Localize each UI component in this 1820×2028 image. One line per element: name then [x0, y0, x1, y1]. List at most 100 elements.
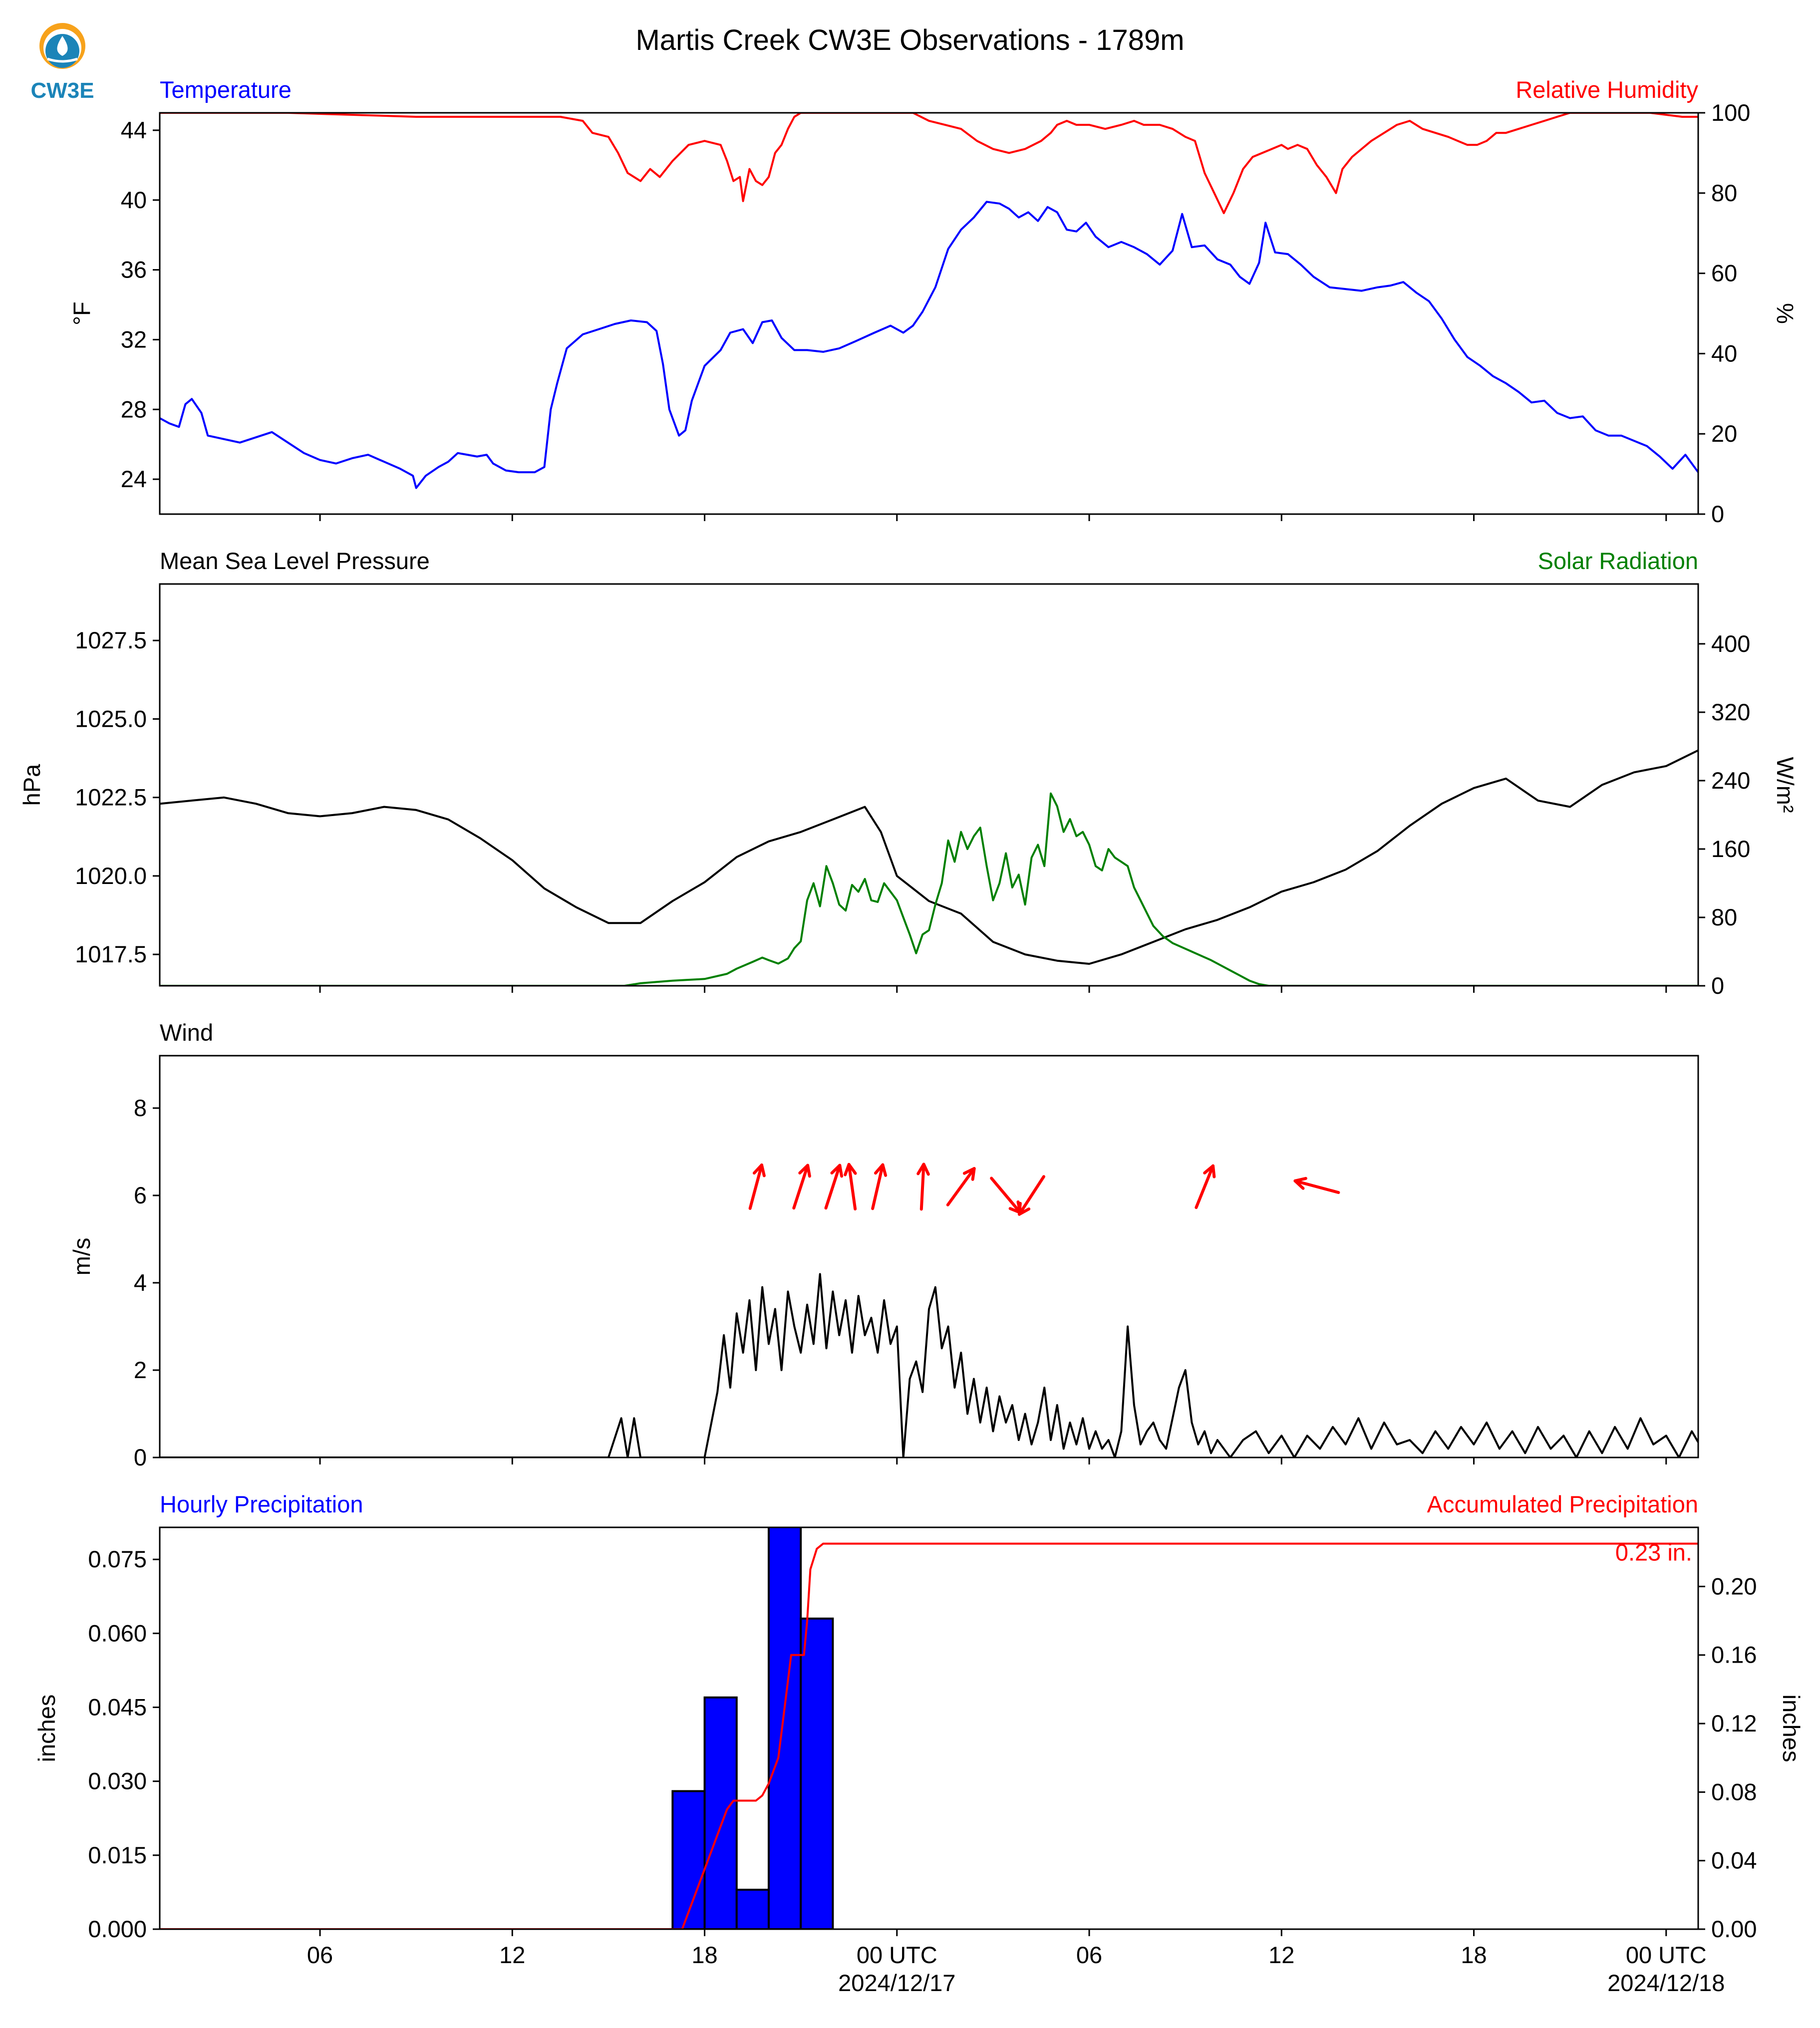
- y2-tick-label: 100: [1711, 99, 1750, 126]
- wind-arrow: [946, 1167, 976, 1206]
- x-tick-label: 06: [307, 1942, 333, 1968]
- y-tick-label: 8: [134, 1095, 147, 1121]
- wind-arrow: [990, 1176, 1022, 1214]
- y-tick-label: 0.045: [88, 1694, 147, 1721]
- y-axis-label: m/s: [68, 1238, 95, 1276]
- panel-2: Mean Sea Level Pressure Solar Radiation 10…: [18, 548, 1799, 999]
- wind-arrow: [748, 1163, 766, 1210]
- logo-drop-icon: [57, 36, 68, 56]
- precip-bar: [800, 1617, 834, 1929]
- wind-arrow: [1293, 1176, 1340, 1194]
- y-tick-label: 0.000: [88, 1916, 147, 1942]
- wind-arrows: [748, 1162, 1340, 1216]
- y-axis-label: inches: [33, 1695, 60, 1762]
- x-tick-label: 06: [1076, 1942, 1102, 1968]
- series-mean-sea-level-pressure: [160, 749, 1698, 965]
- wind-arrow: [844, 1162, 857, 1211]
- y2-tick-label: 0: [1711, 501, 1724, 527]
- panel-left-title: Temperature: [160, 76, 292, 103]
- wind-arrow: [1017, 1175, 1045, 1216]
- x-tick-label: 12: [499, 1942, 525, 1968]
- y2-tick-label: 0.20: [1711, 1573, 1757, 1599]
- series-solar-radiation: [160, 792, 1698, 986]
- y-tick-label: 1025.0: [75, 705, 147, 732]
- series-wind-speed: [160, 1273, 1698, 1457]
- y2-tick-label: 0.04: [1711, 1847, 1757, 1874]
- accumulated-total-label: 0.23 in.: [1615, 1539, 1692, 1565]
- x-tick-label: 18: [1461, 1942, 1487, 1968]
- y2-axis-label: %: [1772, 303, 1799, 324]
- x-date-label: 2024/12/18: [1607, 1970, 1725, 1996]
- x-date-label: 2024/12/17: [838, 1970, 955, 1996]
- panel-right-title: Relative Humidity: [1516, 76, 1698, 103]
- precip-bars: [671, 1527, 834, 1929]
- y-tick-label: 44: [121, 117, 147, 143]
- wind-arrow: [1195, 1164, 1216, 1209]
- y2-tick-label: 20: [1711, 420, 1737, 447]
- y2-tick-label: 0.16: [1711, 1642, 1757, 1668]
- y2-tick-label: 60: [1711, 260, 1737, 287]
- y-tick-label: 40: [121, 187, 147, 213]
- y2-tick-label: 0.08: [1711, 1778, 1757, 1805]
- precip-bar: [671, 1790, 706, 1929]
- panel-left-title: Hourly Precipitation: [160, 1491, 363, 1517]
- y-tick-label: 28: [121, 396, 147, 422]
- y-axis-label: hPa: [18, 764, 45, 806]
- y-tick-label: 4: [134, 1269, 147, 1296]
- y2-tick-label: 240: [1711, 767, 1750, 794]
- panels: Temperature Relative Humidity242832364044…: [18, 76, 1805, 1942]
- panel-frame: [159, 112, 1699, 515]
- y-tick-label: 0.015: [88, 1842, 147, 1868]
- wind-arrow: [792, 1163, 811, 1210]
- y2-tick-label: 80: [1711, 904, 1737, 930]
- precip-bar: [767, 1527, 802, 1929]
- y-tick-label: 24: [121, 466, 147, 492]
- y2-axis-label: inches: [1778, 1695, 1805, 1762]
- series-relative-humidity: [160, 113, 1698, 214]
- y-tick-label: 6: [134, 1182, 147, 1208]
- wind-arrow: [871, 1163, 888, 1210]
- y2-tick-label: 0: [1711, 972, 1724, 999]
- y-tick-label: 0: [134, 1444, 147, 1470]
- panel-frame: [159, 1055, 1699, 1458]
- chart-title: Martis Creek CW3E Observations - 1789m: [635, 24, 1184, 56]
- precip-bar: [703, 1696, 738, 1929]
- x-tick-label: 18: [691, 1942, 717, 1968]
- panel-right-title: Accumulated Precipitation: [1427, 1491, 1698, 1517]
- y2-tick-label: 320: [1711, 699, 1750, 725]
- series-accumulated-precipitation: [160, 1542, 1698, 1929]
- x-tick-label: 12: [1268, 1942, 1294, 1968]
- panel-frame: [159, 583, 1699, 987]
- panel-3: Wind 0 2 4 6 8 m/s: [68, 1019, 1699, 1470]
- y-tick-label: 1022.5: [75, 784, 147, 811]
- y2-tick-label: 0.00: [1711, 1916, 1757, 1942]
- y2-axis-label: W/m²: [1772, 757, 1799, 813]
- wind-arrow: [824, 1163, 844, 1210]
- y-tick-label: 2: [134, 1357, 147, 1383]
- y-tick-label: 1020.0: [75, 863, 147, 889]
- y-tick-label: 0.075: [88, 1546, 147, 1572]
- series-temperature: [160, 201, 1698, 489]
- panel-frame: [159, 1526, 1699, 1930]
- y-tick-label: 36: [121, 257, 147, 283]
- logo-text: CW3E: [30, 78, 94, 103]
- x-tick-label: 00 UTC: [1626, 1942, 1707, 1968]
- panel-left-title: Mean Sea Level Pressure: [160, 548, 430, 574]
- y-tick-label: 1017.5: [75, 941, 147, 967]
- y2-tick-label: 0.12: [1711, 1710, 1757, 1737]
- panel-left-title: Wind: [160, 1019, 213, 1046]
- panel-1: Temperature Relative Humidity 24 28 32 36 40 44…: [68, 76, 1799, 527]
- panel-right-title: Solar Radiation: [1538, 548, 1698, 574]
- x-tick-label: 00 UTC: [857, 1942, 937, 1968]
- y2-tick-label: 160: [1711, 836, 1750, 862]
- cw3e-logo: CW3E: [30, 23, 94, 103]
- y2-tick-label: 400: [1711, 630, 1750, 657]
- y2-tick-label: 80: [1711, 180, 1737, 206]
- panel-4: Hourly Precipitation Accumulated Precipit…: [33, 1491, 1805, 1942]
- wind-arrow: [916, 1162, 930, 1211]
- y-tick-label: 1027.5: [75, 627, 147, 653]
- y2-tick-label: 40: [1711, 340, 1737, 366]
- y-axis-label: °F: [68, 301, 95, 325]
